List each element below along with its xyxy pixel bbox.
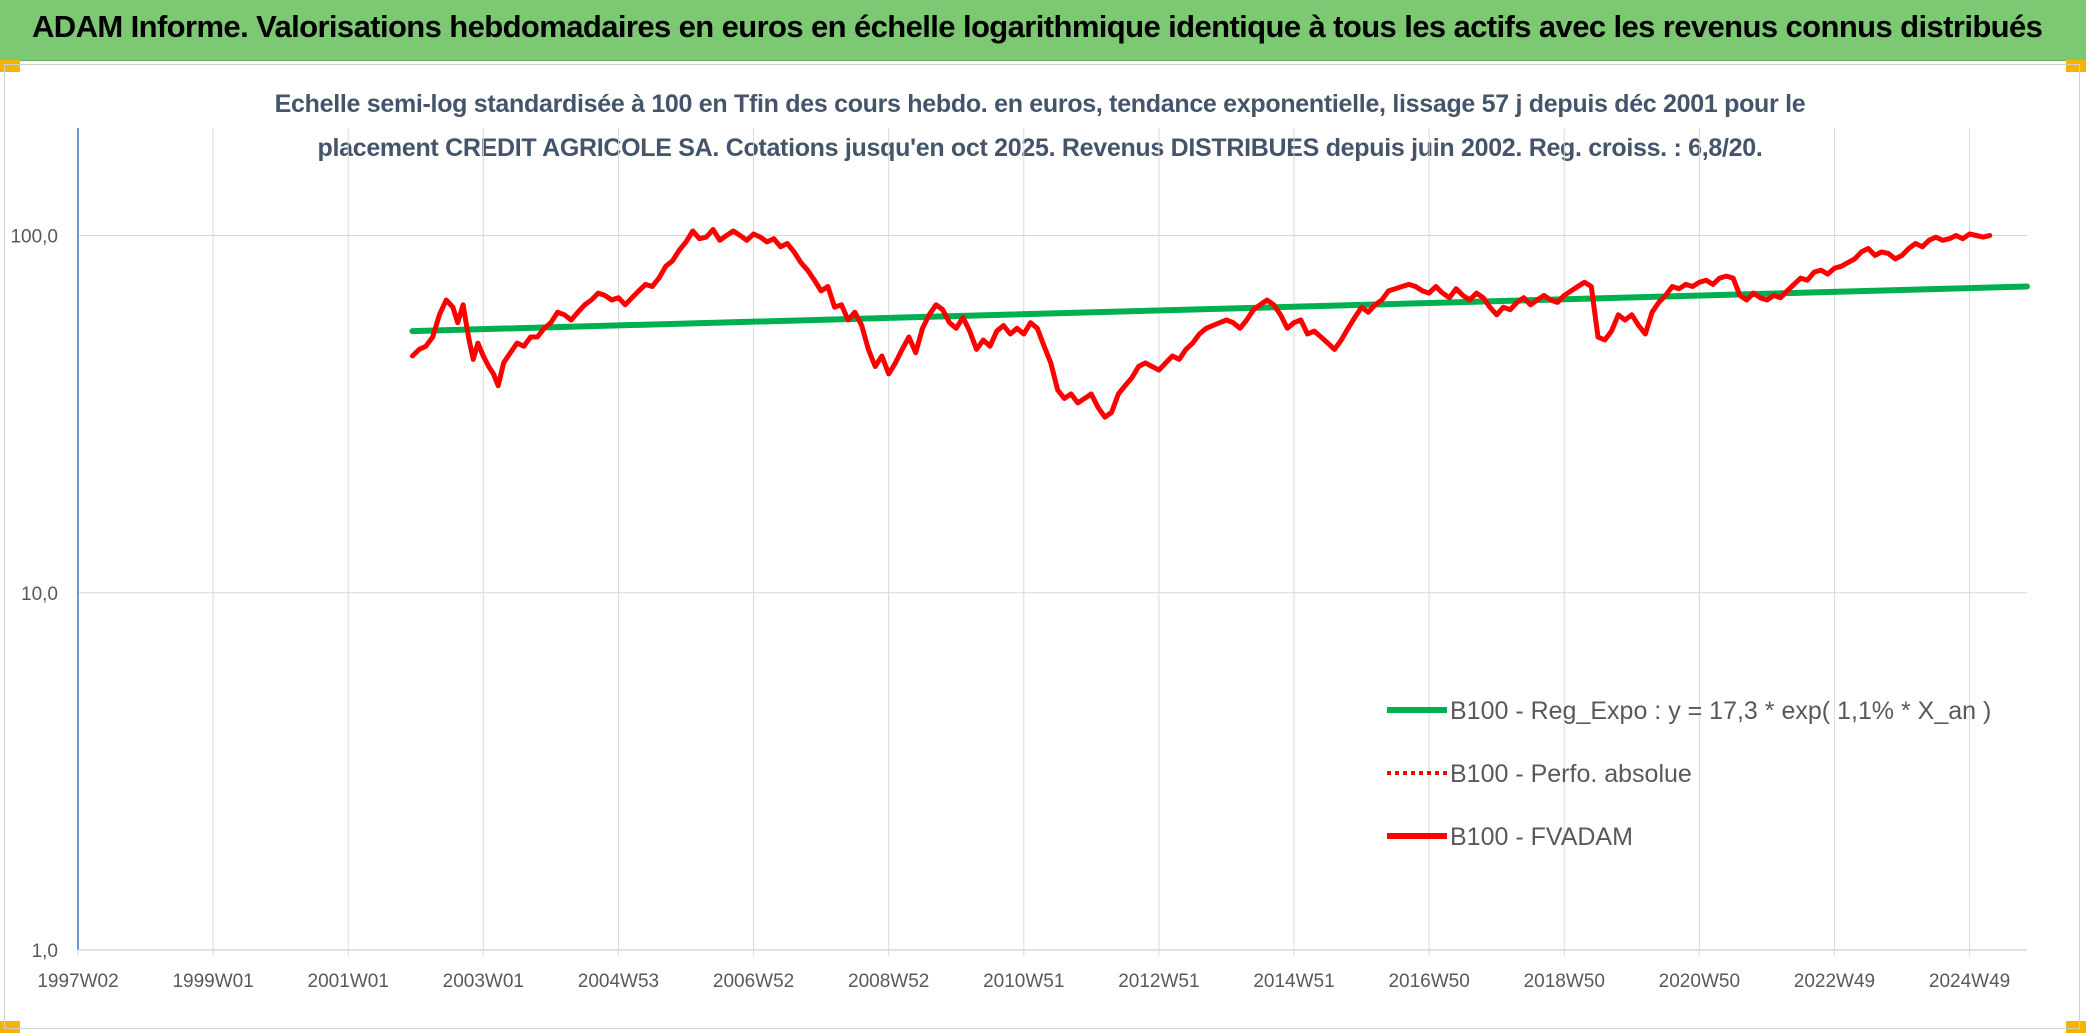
axes: 1997W02 1999W01 2001W01 2003W01 2004W53 2006W…	[10, 128, 2027, 992]
x-tick-label: 1997W02	[37, 971, 118, 992]
chart-frame	[4, 64, 2080, 1029]
x-tick-label: 2010W51	[983, 971, 1064, 992]
x-tick-label: 2006W52	[713, 971, 794, 992]
legend-label: B100 - Reg_Expo : y = 17,3 * exp( 1,1% *…	[1450, 697, 1991, 725]
corner-marker-bottom-left	[0, 1021, 20, 1033]
x-tick-label: 2020W50	[1659, 971, 1740, 992]
x-tick-label: 2016W50	[1388, 971, 1469, 992]
x-tick-label: 2012W51	[1118, 971, 1199, 992]
x-tick-label: 2014W51	[1253, 971, 1334, 992]
chart-title-line-1: Echelle semi-log standardisée à 100 en T…	[274, 90, 1806, 118]
series-layer	[409, 227, 2030, 420]
y-tick-label: 100,0	[10, 227, 58, 248]
corner-marker-top-left	[0, 60, 20, 72]
corner-marker-top-right	[2066, 60, 2086, 72]
x-tick-label: 2022W49	[1794, 971, 1875, 992]
x-tick-label: 2018W50	[1524, 971, 1605, 992]
report-title: ADAM Informe. Valorisations hebdomadaire…	[32, 9, 2043, 44]
x-tick-label: 2008W52	[848, 971, 929, 992]
y-tick-label: 1,0	[32, 941, 58, 962]
report-banner: ADAM Informe. Valorisations hebdomadaire…	[0, 0, 2086, 61]
chart-title-line-2: placement CREDIT AGRICOLE SA. Cotations …	[317, 134, 1763, 162]
legend-label: B100 - FVADAM	[1450, 823, 1633, 851]
x-tick-label: 2024W49	[1929, 971, 2010, 992]
legend-label: B100 - Perfo. absolue	[1450, 760, 1692, 788]
series-fvadam-line	[409, 227, 1993, 420]
corner-marker-bottom-right	[2066, 1021, 2086, 1033]
x-tick-label: 2001W01	[308, 971, 389, 992]
x-tick-label: 2003W01	[443, 971, 524, 992]
grid-lines	[78, 128, 2027, 951]
y-tick-label: 10,0	[21, 584, 58, 605]
legend: B100 - Reg_Expo : y = 17,3 * exp( 1,1% *…	[1387, 697, 1991, 851]
x-tick-label: 1999W01	[172, 971, 253, 992]
x-tick-label: 2004W53	[578, 971, 659, 992]
